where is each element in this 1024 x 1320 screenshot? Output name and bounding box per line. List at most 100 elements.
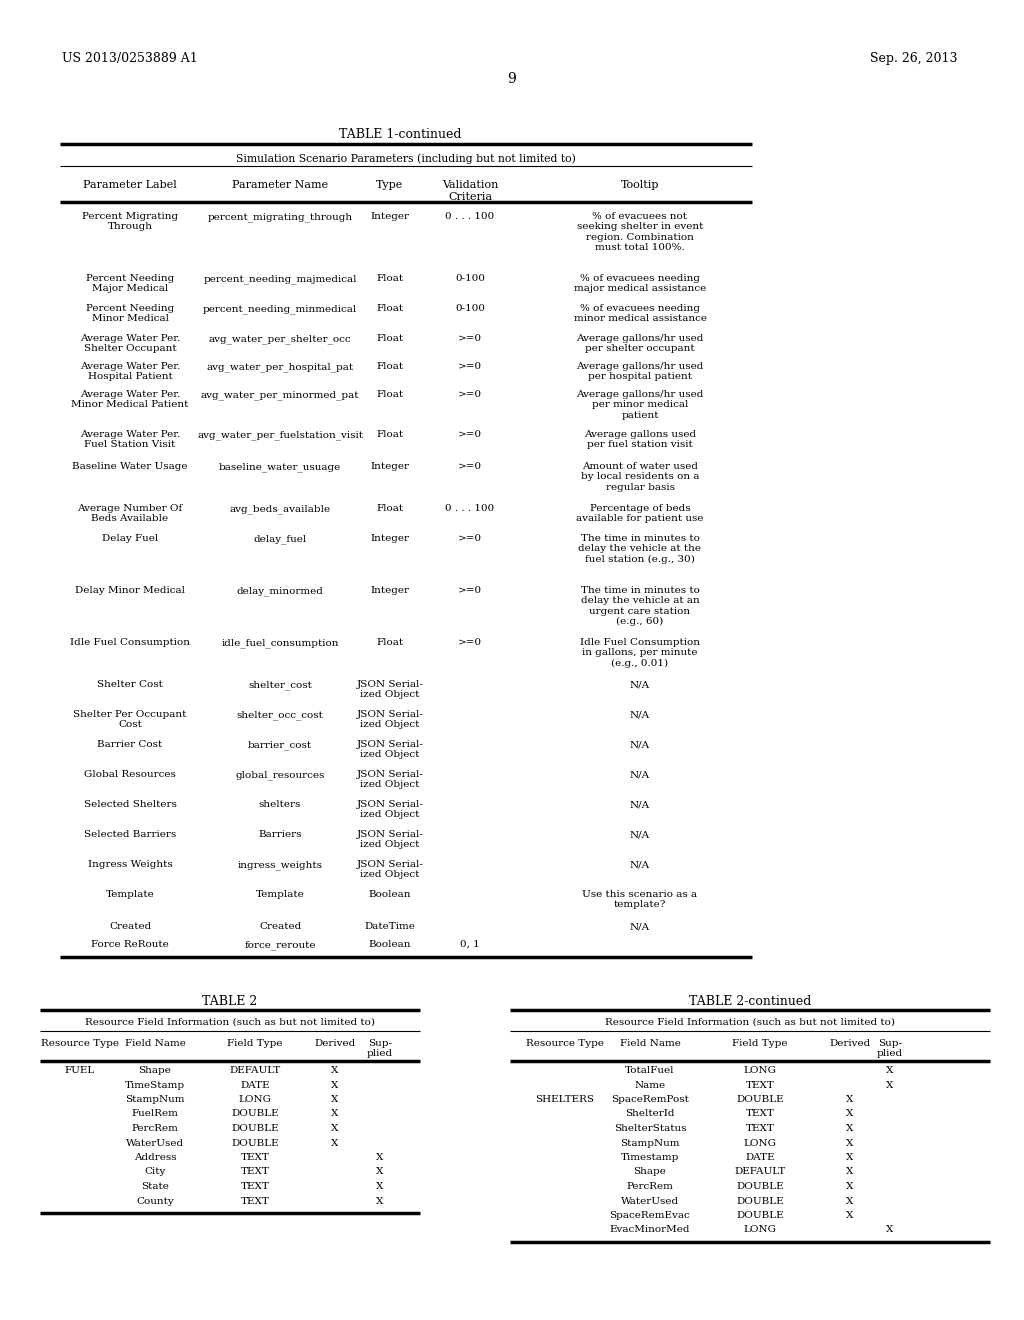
- Text: X: X: [332, 1081, 339, 1089]
- Text: StampNum: StampNum: [125, 1096, 184, 1104]
- Text: Field Type: Field Type: [732, 1039, 787, 1048]
- Text: percent_needing_minmedical: percent_needing_minmedical: [203, 304, 357, 314]
- Text: JSON Serial-
ized Object: JSON Serial- ized Object: [356, 800, 424, 820]
- Text: WaterUsed: WaterUsed: [126, 1138, 184, 1147]
- Text: Average Water Per.
Hospital Patient: Average Water Per. Hospital Patient: [80, 362, 180, 381]
- Text: Ingress Weights: Ingress Weights: [88, 861, 172, 869]
- Text: percent_needing_majmedical: percent_needing_majmedical: [203, 275, 356, 284]
- Text: Type: Type: [377, 180, 403, 190]
- Text: Timestamp: Timestamp: [621, 1152, 679, 1162]
- Text: PercRem: PercRem: [627, 1181, 674, 1191]
- Text: DOUBLE: DOUBLE: [231, 1138, 279, 1147]
- Text: X: X: [332, 1096, 339, 1104]
- Text: TEXT: TEXT: [241, 1152, 269, 1162]
- Text: >=0: >=0: [458, 389, 482, 399]
- Text: 0 . . . 100: 0 . . . 100: [445, 504, 495, 513]
- Text: Float: Float: [377, 334, 403, 343]
- Text: N/A: N/A: [630, 921, 650, 931]
- Text: Name: Name: [635, 1081, 666, 1089]
- Text: avg_water_per_minormed_pat: avg_water_per_minormed_pat: [201, 389, 359, 400]
- Text: baseline_water_usuage: baseline_water_usuage: [219, 462, 341, 471]
- Text: X: X: [332, 1110, 339, 1118]
- Text: Average Water Per.
Shelter Occupant: Average Water Per. Shelter Occupant: [80, 334, 180, 354]
- Text: City: City: [144, 1167, 166, 1176]
- Text: DOUBLE: DOUBLE: [736, 1096, 783, 1104]
- Text: PercRem: PercRem: [131, 1125, 178, 1133]
- Text: Integer: Integer: [371, 535, 410, 543]
- Text: FuelRem: FuelRem: [131, 1110, 178, 1118]
- Text: X: X: [846, 1110, 854, 1118]
- Text: 0 . . . 100: 0 . . . 100: [445, 213, 495, 220]
- Text: N/A: N/A: [630, 830, 650, 840]
- Text: Force ReRoute: Force ReRoute: [91, 940, 169, 949]
- Text: >=0: >=0: [458, 334, 482, 343]
- Text: >=0: >=0: [458, 535, 482, 543]
- Text: DATE: DATE: [745, 1152, 775, 1162]
- Text: Float: Float: [377, 275, 403, 282]
- Text: TEXT: TEXT: [745, 1110, 774, 1118]
- Text: X: X: [332, 1125, 339, 1133]
- Text: avg_water_per_fuelstation_visit: avg_water_per_fuelstation_visit: [197, 430, 362, 440]
- Text: Barrier Cost: Barrier Cost: [97, 741, 163, 748]
- Text: Baseline Water Usage: Baseline Water Usage: [73, 462, 187, 471]
- Text: delay_minormed: delay_minormed: [237, 586, 324, 595]
- Text: JSON Serial-
ized Object: JSON Serial- ized Object: [356, 830, 424, 849]
- Text: DOUBLE: DOUBLE: [736, 1181, 783, 1191]
- Text: >=0: >=0: [458, 462, 482, 471]
- Text: Shelter Per Occupant
Cost: Shelter Per Occupant Cost: [74, 710, 186, 730]
- Text: TEXT: TEXT: [241, 1196, 269, 1205]
- Text: Float: Float: [377, 304, 403, 313]
- Text: Template: Template: [105, 890, 155, 899]
- Text: Percent Needing
Minor Medical: Percent Needing Minor Medical: [86, 304, 174, 323]
- Text: X: X: [376, 1152, 384, 1162]
- Text: Integer: Integer: [371, 586, 410, 595]
- Text: Boolean: Boolean: [369, 890, 412, 899]
- Text: The time in minutes to
delay the vehicle at an
urgent care station
(e.g., 60): The time in minutes to delay the vehicle…: [581, 586, 699, 627]
- Text: Created: Created: [259, 921, 301, 931]
- Text: N/A: N/A: [630, 741, 650, 748]
- Text: TABLE 1-continued: TABLE 1-continued: [339, 128, 461, 141]
- Text: X: X: [846, 1152, 854, 1162]
- Text: X: X: [846, 1181, 854, 1191]
- Text: DOUBLE: DOUBLE: [736, 1196, 783, 1205]
- Text: shelter_cost: shelter_cost: [248, 680, 312, 689]
- Text: ingress_weights: ingress_weights: [238, 861, 323, 870]
- Text: X: X: [376, 1196, 384, 1205]
- Text: Global Resources: Global Resources: [84, 770, 176, 779]
- Text: Average gallons/hr used
per minor medical
patient: Average gallons/hr used per minor medica…: [577, 389, 703, 420]
- Text: WaterUsed: WaterUsed: [621, 1196, 679, 1205]
- Text: X: X: [846, 1138, 854, 1147]
- Text: force_reroute: force_reroute: [245, 940, 315, 949]
- Text: 0, 1: 0, 1: [460, 940, 480, 949]
- Text: N/A: N/A: [630, 710, 650, 719]
- Text: JSON Serial-
ized Object: JSON Serial- ized Object: [356, 770, 424, 789]
- Text: Derived: Derived: [314, 1039, 355, 1048]
- Text: Use this scenario as a
template?: Use this scenario as a template?: [583, 890, 697, 909]
- Text: Float: Float: [377, 389, 403, 399]
- Text: ShelterId: ShelterId: [626, 1110, 675, 1118]
- Text: DEFAULT: DEFAULT: [229, 1067, 281, 1074]
- Text: JSON Serial-
ized Object: JSON Serial- ized Object: [356, 741, 424, 759]
- Text: X: X: [887, 1225, 894, 1234]
- Text: Boolean: Boolean: [369, 940, 412, 949]
- Text: TEXT: TEXT: [241, 1181, 269, 1191]
- Text: Selected Shelters: Selected Shelters: [84, 800, 176, 809]
- Text: LONG: LONG: [743, 1225, 776, 1234]
- Text: TEXT: TEXT: [241, 1167, 269, 1176]
- Text: Average Water Per.
Minor Medical Patient: Average Water Per. Minor Medical Patient: [72, 389, 188, 409]
- Text: X: X: [846, 1196, 854, 1205]
- Text: X: X: [376, 1181, 384, 1191]
- Text: 0-100: 0-100: [455, 304, 485, 313]
- Text: Sep. 26, 2013: Sep. 26, 2013: [870, 51, 957, 65]
- Text: Template: Template: [256, 890, 304, 899]
- Text: LONG: LONG: [743, 1067, 776, 1074]
- Text: Field Type: Field Type: [227, 1039, 283, 1048]
- Text: LONG: LONG: [239, 1096, 271, 1104]
- Text: Idle Fuel Consumption: Idle Fuel Consumption: [70, 638, 190, 647]
- Text: Delay Minor Medical: Delay Minor Medical: [75, 586, 185, 595]
- Text: avg_water_per_shelter_occ: avg_water_per_shelter_occ: [209, 334, 351, 343]
- Text: Address: Address: [134, 1152, 176, 1162]
- Text: Sup-
plied: Sup- plied: [877, 1039, 903, 1059]
- Text: % of evacuees not
seeking shelter in event
region. Combination
must total 100%.: % of evacuees not seeking shelter in eve…: [577, 213, 703, 252]
- Text: % of evacuees needing
major medical assistance: % of evacuees needing major medical assi…: [573, 275, 707, 293]
